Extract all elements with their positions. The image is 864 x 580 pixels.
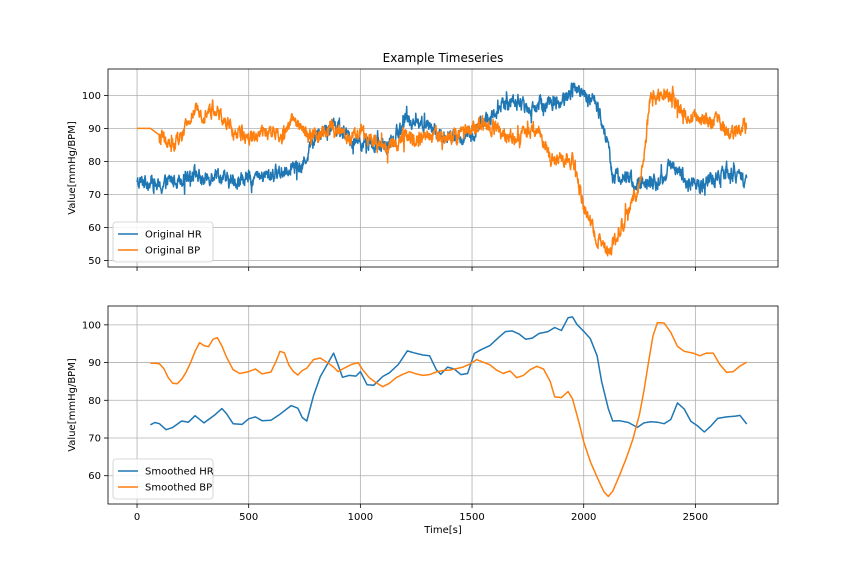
legend-box	[112, 221, 214, 263]
y-tick-label: 50	[88, 256, 101, 267]
y-tick-label: 100	[82, 91, 101, 102]
legend: Original HR Original BP	[112, 221, 214, 263]
y-tick-label: 100	[82, 320, 101, 331]
legend-entry: Smoothed BP	[145, 483, 212, 494]
x-axis-label: Time[s]	[423, 525, 462, 536]
legend: Smoothed HR Smoothed BP	[112, 458, 214, 500]
y-tick-label: 90	[88, 358, 101, 369]
legend-entry: Smoothed HR	[145, 467, 214, 478]
y-tick-label: 80	[88, 157, 101, 168]
y-axis-label: Value[mmHg/BPM]	[67, 121, 78, 215]
y-tick-label: 90	[88, 124, 101, 135]
series-line-smoothed-bp	[150, 321, 748, 498]
legend-entry: Original BP	[145, 246, 200, 257]
chart-panel-1: 50 60 70 80 90 100 Example Timeseries Value[mmH…	[67, 51, 779, 271]
chart-panel-2: 0 500 1000 1500 2000 2500 60 70 80 90 100 Time[s] Va…	[67, 305, 779, 536]
x-tick-label: 0	[134, 512, 140, 523]
y-tick-label: 70	[88, 434, 101, 445]
x-tick-label: 500	[239, 512, 258, 523]
plot-frame	[107, 305, 779, 505]
x-tick-label: 1500	[459, 512, 484, 523]
legend-entry: Original HR	[145, 230, 202, 241]
plot-frame	[107, 68, 779, 268]
series-line-original-bp	[136, 85, 748, 257]
series-line-smoothed-hr	[150, 316, 748, 433]
legend-box	[112, 458, 214, 500]
x-tick-label: 2500	[683, 512, 708, 523]
series-line-original-hr	[136, 82, 748, 196]
x-tick-label: 1000	[348, 512, 373, 523]
y-tick-label: 80	[88, 396, 101, 407]
x-tick-label: 2000	[571, 512, 596, 523]
y-tick-label: 70	[88, 190, 101, 201]
y-tick-label: 60	[88, 223, 101, 234]
y-axis-label: Value[mmHg/BPM]	[67, 358, 78, 452]
chart-title: Example Timeseries	[383, 51, 504, 65]
y-tick-label: 60	[88, 471, 101, 482]
